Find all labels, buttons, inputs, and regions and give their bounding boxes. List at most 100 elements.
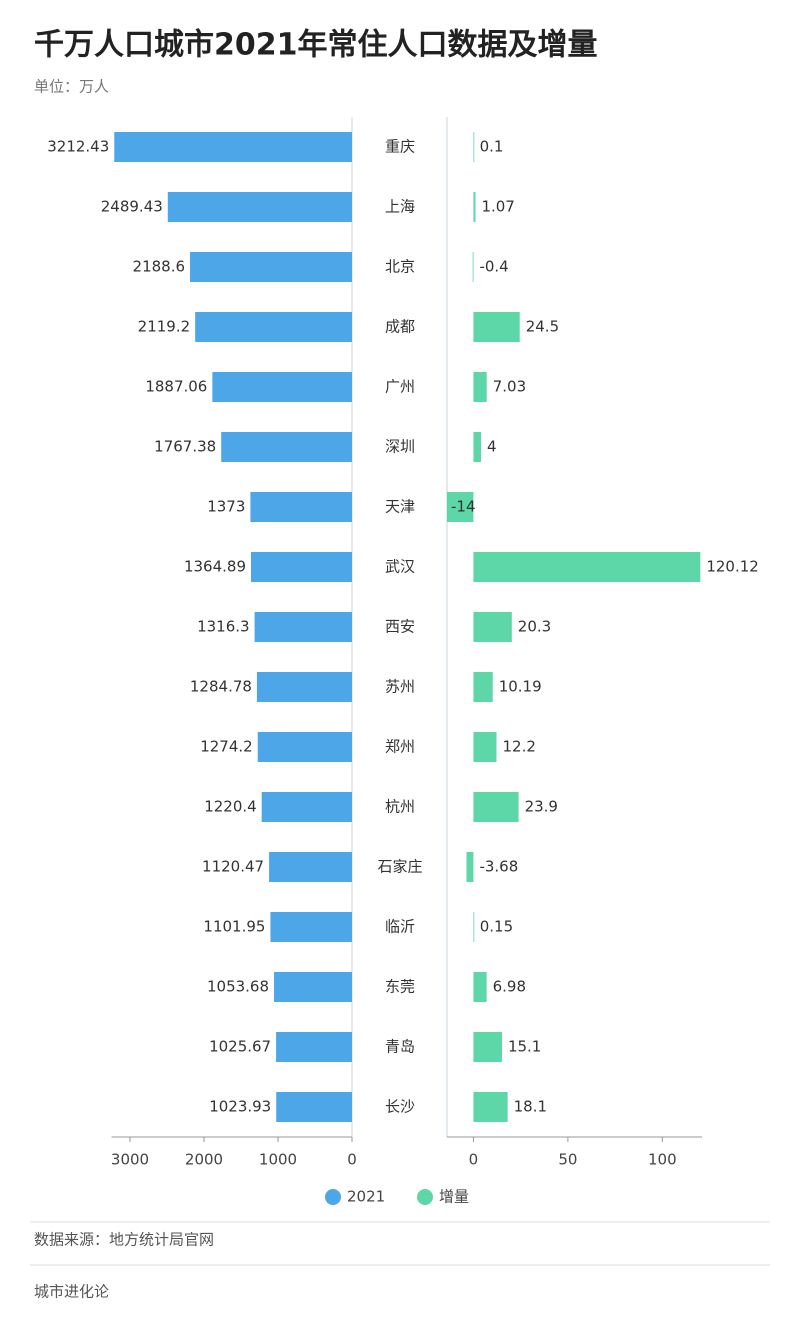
- bar: [250, 492, 352, 522]
- category-label: 长沙: [385, 1098, 415, 1116]
- bar: [270, 912, 352, 942]
- category-label: 成都: [385, 318, 415, 336]
- bar: [473, 972, 487, 1002]
- value-label: 23.9: [525, 798, 558, 816]
- bar: [473, 312, 520, 342]
- value-label: 1053.68: [207, 978, 269, 996]
- value-label: 2188.6: [133, 258, 186, 276]
- x-tick-label: 3000: [111, 1151, 149, 1169]
- category-label: 西安: [385, 618, 415, 636]
- bar: [473, 612, 512, 642]
- category-label: 郑州: [385, 738, 415, 756]
- bar: [276, 1092, 352, 1122]
- value-label: 7.03: [493, 378, 526, 396]
- bar: [221, 432, 352, 462]
- category-label: 苏州: [385, 678, 415, 696]
- legend-marker: [325, 1189, 341, 1205]
- category-label: 北京: [385, 258, 415, 276]
- bar: [195, 312, 352, 342]
- value-label: 1220.4: [204, 798, 257, 816]
- value-label: 1101.95: [203, 918, 265, 936]
- bar: [269, 852, 352, 882]
- value-label: 1274.2: [200, 738, 253, 756]
- value-label: 1023.93: [209, 1098, 271, 1116]
- category-label: 杭州: [385, 798, 415, 816]
- value-label: 0.15: [480, 918, 513, 936]
- value-label: 20.3: [518, 618, 551, 636]
- bar: [254, 612, 352, 642]
- value-label: 1364.89: [184, 558, 246, 576]
- value-label: 2119.2: [138, 318, 191, 336]
- value-label: 1767.38: [154, 438, 216, 456]
- bar: [473, 1092, 508, 1122]
- category-label: 青岛: [385, 1038, 415, 1056]
- value-label: 12.2: [502, 738, 535, 756]
- value-label: 3212.43: [47, 138, 109, 156]
- category-label: 东莞: [385, 978, 415, 996]
- bar: [212, 372, 352, 402]
- x-tick-label: 0: [469, 1151, 479, 1169]
- legend-label: 增量: [439, 1188, 469, 1206]
- bar: [261, 792, 352, 822]
- bar: [190, 252, 352, 282]
- x-tick-label: 50: [558, 1151, 577, 1169]
- bar: [473, 432, 481, 462]
- category-label: 天津: [385, 498, 415, 516]
- bar: [276, 1032, 352, 1062]
- value-label: 0.1: [480, 138, 504, 156]
- bar: [473, 672, 493, 702]
- category-label: 武汉: [385, 558, 415, 576]
- bar: [473, 1032, 502, 1062]
- x-tick-label: 100: [648, 1151, 677, 1169]
- value-label: 10.19: [499, 678, 542, 696]
- bar: [473, 192, 476, 222]
- legend-label: 2021: [347, 1188, 385, 1206]
- bar: [473, 912, 475, 942]
- value-label: 6.98: [493, 978, 526, 996]
- category-label: 石家庄: [377, 858, 422, 876]
- source: 数据来源：地方统计局官网: [34, 1231, 214, 1249]
- category-label: 临沂: [385, 918, 415, 936]
- value-label: 1025.67: [209, 1038, 271, 1056]
- chart-title: 千万人口城市2021年常住人口数据及增量: [34, 28, 598, 63]
- bar: [257, 732, 352, 762]
- x-tick-label: 1000: [259, 1151, 297, 1169]
- bar: [256, 672, 352, 702]
- value-label: 2489.43: [101, 198, 163, 216]
- bar: [473, 372, 487, 402]
- value-label: 1316.3: [197, 618, 250, 636]
- bar: [447, 492, 474, 522]
- value-label: 1284.78: [190, 678, 252, 696]
- bar: [466, 852, 474, 882]
- bar: [472, 252, 474, 282]
- bar: [250, 552, 352, 582]
- legend-marker: [417, 1189, 433, 1205]
- chart-subtitle: 单位：万人: [34, 78, 109, 96]
- value-label: 1373: [207, 498, 245, 516]
- value-label: 1.07: [481, 198, 514, 216]
- x-tick-label: 2000: [185, 1151, 223, 1169]
- bar: [473, 552, 701, 582]
- value-label: -3.68: [479, 858, 518, 876]
- category-label: 广州: [385, 378, 415, 396]
- bar: [274, 972, 352, 1002]
- bar: [473, 132, 475, 162]
- value-label: 15.1: [508, 1038, 541, 1056]
- bar: [473, 732, 497, 762]
- footer: 城市进化论: [34, 1283, 109, 1301]
- bar: [473, 792, 519, 822]
- bar: [114, 132, 352, 162]
- category-label: 重庆: [385, 138, 415, 156]
- value-label: 18.1: [514, 1098, 547, 1116]
- bar: [167, 192, 352, 222]
- x-tick-label: 0: [347, 1151, 357, 1169]
- value-label: 120.12: [706, 558, 759, 576]
- category-label: 深圳: [385, 438, 415, 456]
- value-label: -0.4: [479, 258, 508, 276]
- value-label: -14: [451, 498, 476, 516]
- value-label: 1887.06: [145, 378, 207, 396]
- value-label: 24.5: [526, 318, 559, 336]
- category-label: 上海: [385, 198, 415, 216]
- value-label: 1120.47: [202, 858, 264, 876]
